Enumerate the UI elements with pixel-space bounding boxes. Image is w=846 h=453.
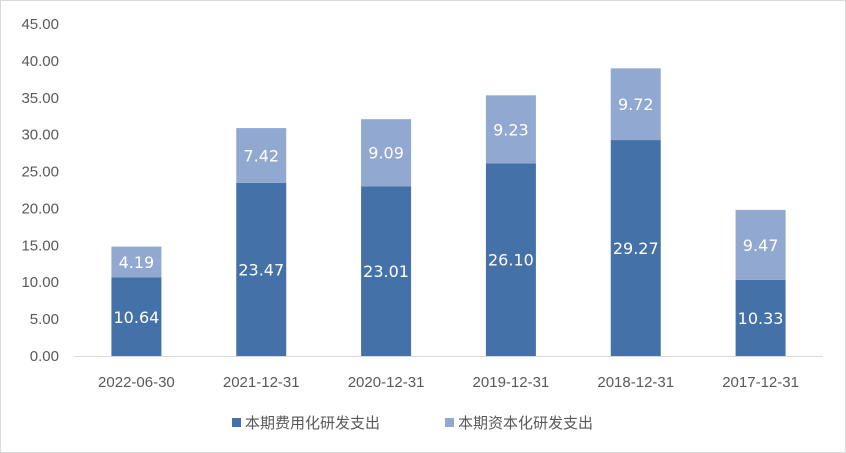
bar-capitalized — [111, 246, 162, 278]
data-label: 23.01 — [363, 262, 409, 281]
x-tick-label: 2019-12-31 — [473, 374, 550, 391]
x-tick-label: 2020-12-31 — [348, 374, 425, 391]
data-label: 10.64 — [114, 308, 160, 327]
bar-capitalized — [236, 128, 287, 183]
legend-swatch — [232, 418, 241, 427]
y-tick-label: 10.00 — [21, 274, 59, 291]
x-tick-label: 2022-06-30 — [98, 374, 175, 391]
y-tick-label: 20.00 — [21, 200, 59, 217]
legend-label: 本期费用化研发支出 — [245, 414, 380, 432]
y-axis: 0.00 5.00 10.00 15.00 20.00 25.00 30.00 35.00 40… — [21, 16, 59, 365]
bar-capitalized — [361, 119, 412, 187]
legend-label: 本期资本化研发支出 — [458, 414, 593, 432]
data-label: 10.33 — [738, 309, 784, 328]
y-tick-label: 30.00 — [21, 127, 59, 144]
bar-series: 10.64 4.19 23.47 7.42 23.01 9.09 26.10 9.23 29.2… — [111, 68, 786, 356]
y-tick-label: 0.00 — [30, 348, 59, 365]
data-label: 4.19 — [119, 253, 155, 272]
bar-capitalized — [485, 95, 536, 164]
data-label: 9.09 — [368, 144, 404, 163]
data-label: 29.27 — [613, 239, 659, 258]
bar-expensed — [236, 182, 287, 356]
bar-expensed — [111, 277, 162, 356]
x-tick-label: 2021-12-31 — [223, 374, 300, 391]
bar-expensed — [610, 140, 661, 356]
bar-expensed — [485, 163, 536, 356]
bar-expensed — [735, 279, 786, 356]
bar-capitalized — [735, 209, 786, 280]
data-label: 26.10 — [488, 251, 534, 270]
legend: 本期费用化研发支出 本期资本化研发支出 — [232, 414, 593, 432]
x-axis: 2022-06-30 2021-12-31 2020-12-31 2019-12-31… — [74, 356, 823, 391]
data-label: 9.47 — [743, 236, 779, 255]
y-tick-label: 35.00 — [21, 90, 59, 107]
y-tick-label: 5.00 — [30, 311, 59, 328]
y-tick-label: 15.00 — [21, 237, 59, 254]
y-tick-label: 45.00 — [21, 16, 59, 33]
y-tick-label: 25.00 — [21, 164, 59, 181]
data-label: 9.23 — [493, 120, 529, 139]
x-tick-label: 2017-12-31 — [722, 374, 799, 391]
data-label: 23.47 — [238, 260, 284, 279]
data-label: 7.42 — [243, 146, 279, 165]
data-label: 9.72 — [618, 95, 654, 114]
bar-expensed — [361, 186, 412, 356]
y-tick-label: 40.00 — [21, 53, 59, 70]
x-tick-label: 2018-12-31 — [597, 374, 674, 391]
bar-capitalized — [610, 68, 661, 141]
legend-swatch — [445, 418, 454, 427]
